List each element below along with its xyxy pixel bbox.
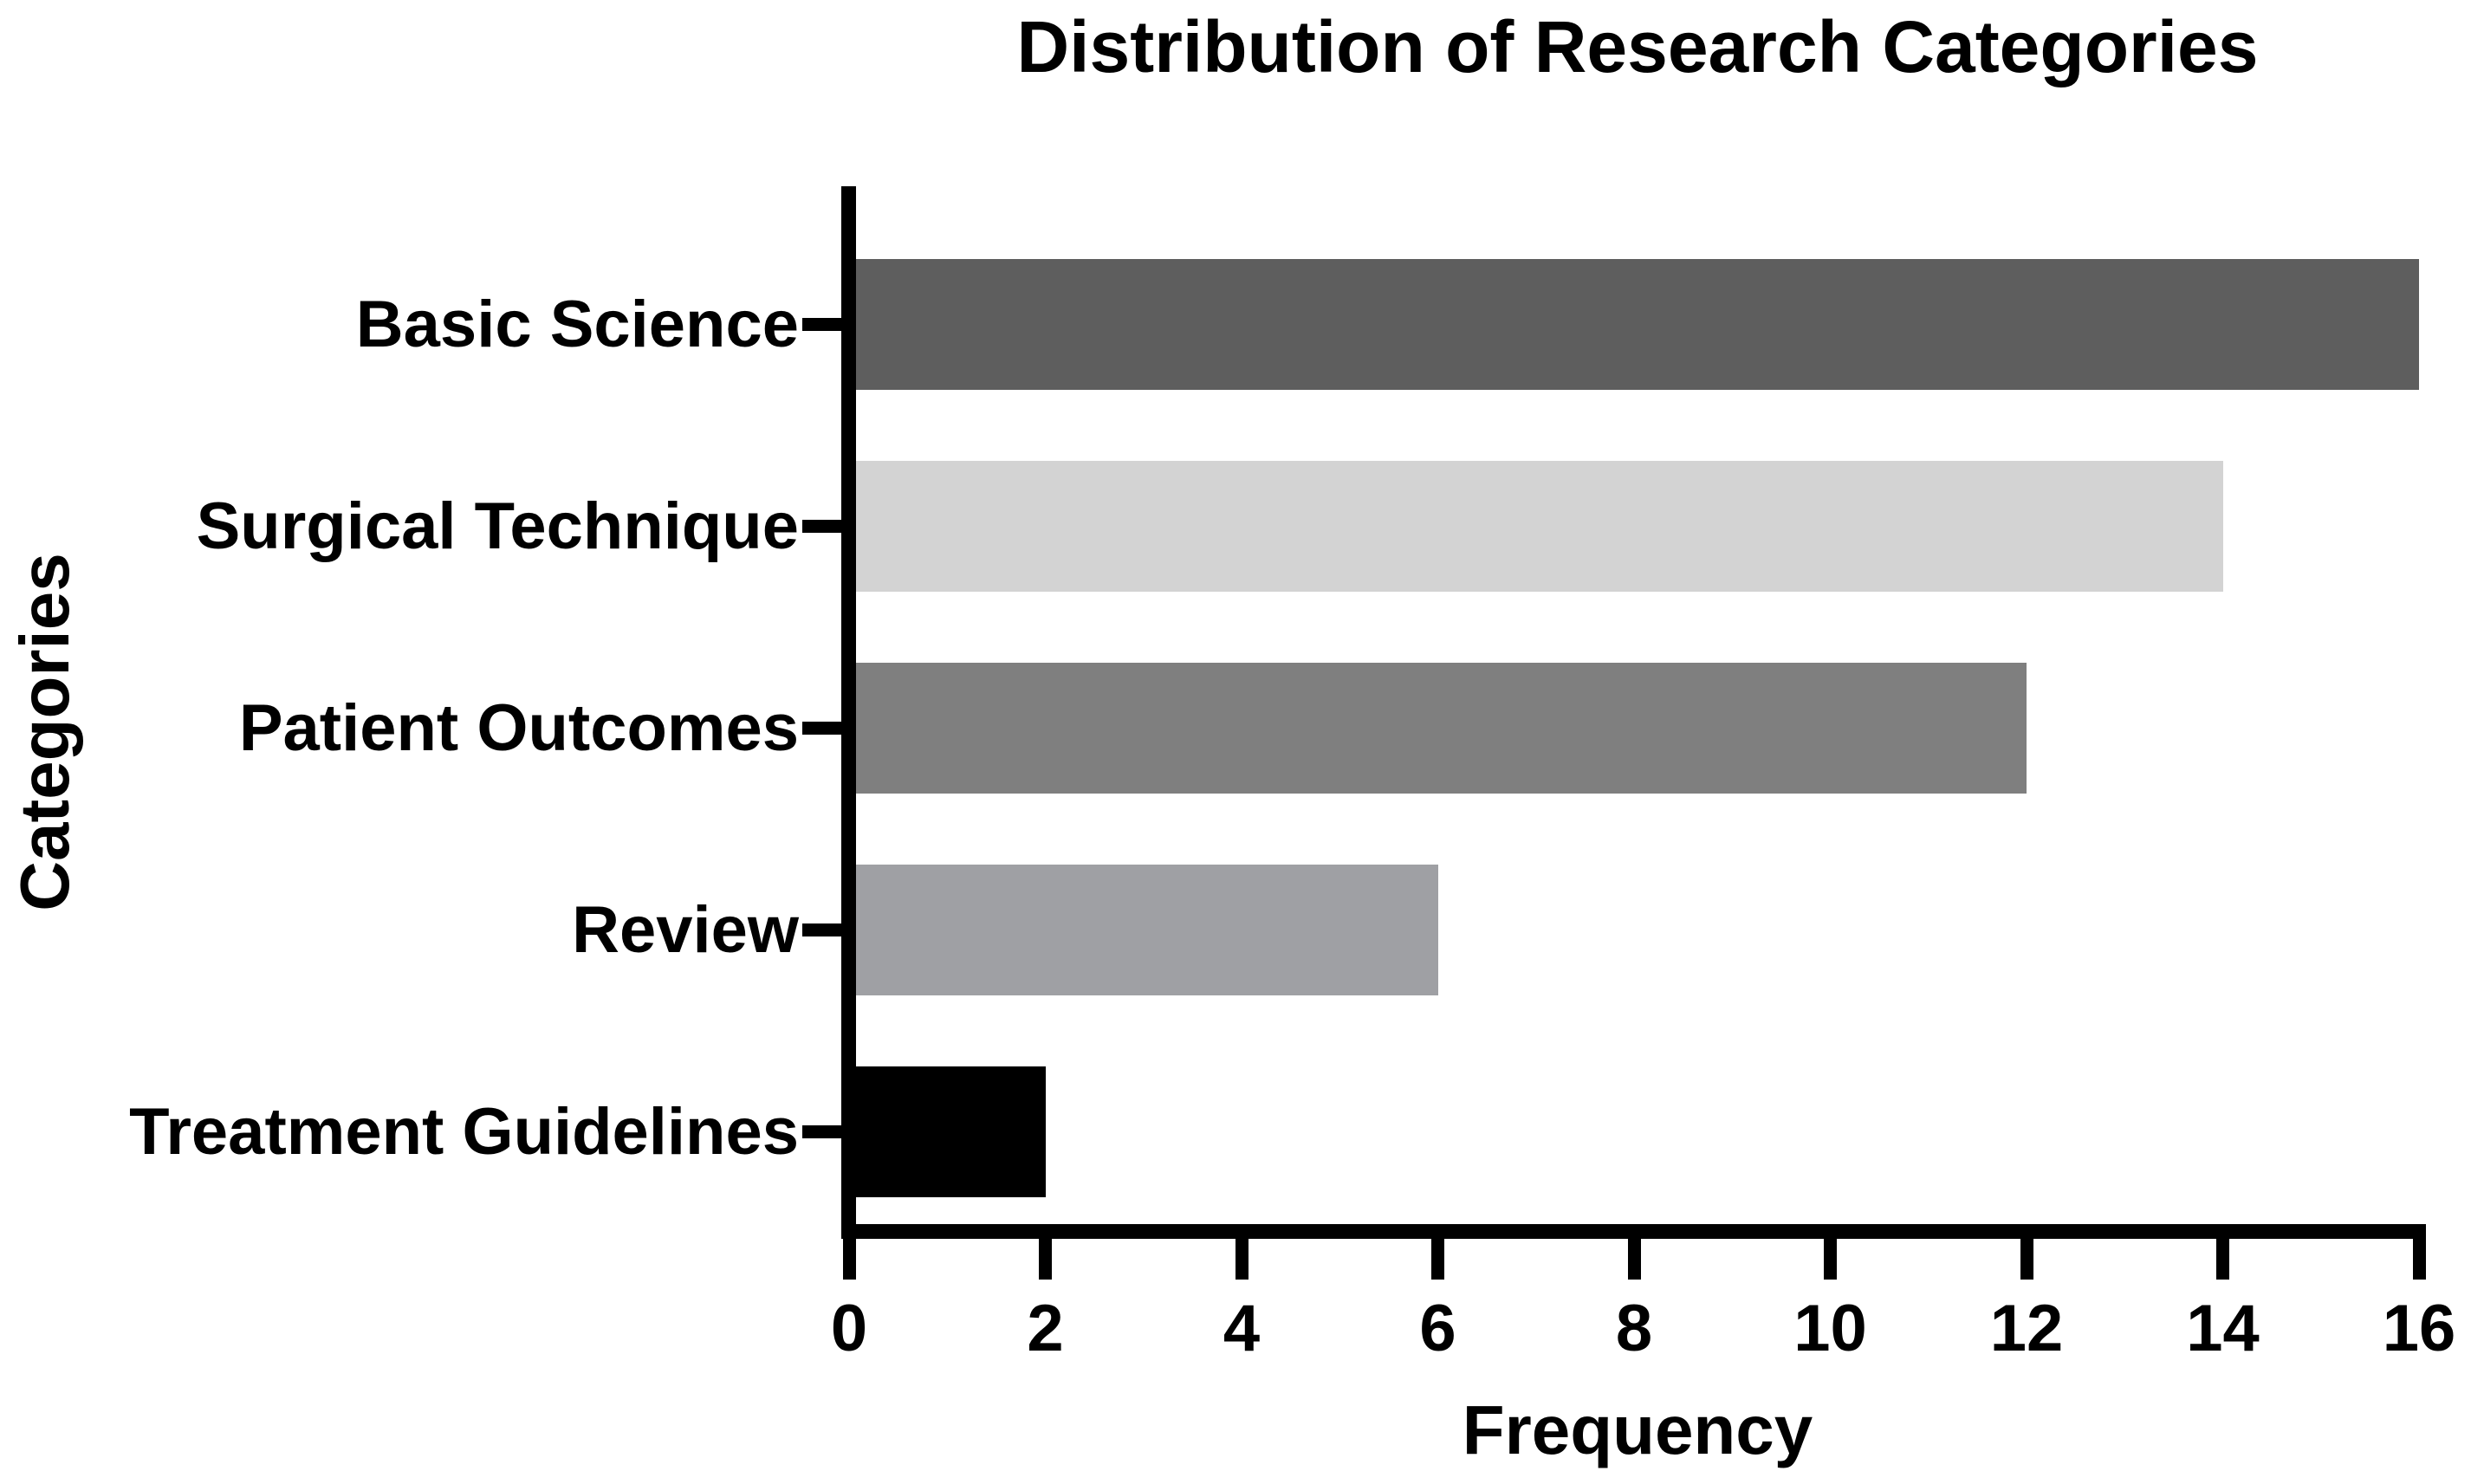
bar-surgical-technique (856, 461, 2223, 592)
x-tick-mark (1235, 1224, 1248, 1280)
x-axis-title: Frequency (1462, 1391, 1813, 1468)
x-tick-label: 16 (2382, 1292, 2456, 1365)
x-tick-label: 2 (1027, 1292, 1064, 1365)
y-tick-mark (802, 1125, 854, 1138)
x-tick-mark (842, 1224, 856, 1280)
x-tick-mark (1824, 1224, 1837, 1280)
x-tick-label: 0 (830, 1292, 868, 1365)
x-tick-label: 10 (1793, 1292, 1867, 1365)
x-tick-mark (2216, 1224, 2229, 1280)
bar-patient-outcomes (856, 663, 2027, 794)
x-tick-mark (2020, 1224, 2033, 1280)
bar-review (856, 865, 1438, 995)
bar-treatment-guidelines (856, 1066, 1046, 1197)
x-tick-mark (1431, 1224, 1444, 1280)
x-tick-mark (1039, 1224, 1052, 1280)
y-tick-mark (802, 318, 854, 331)
y-tick-mark (802, 520, 854, 533)
category-label-patient-outcomes: Patient Outcomes (238, 690, 799, 765)
x-tick-label: 4 (1223, 1292, 1261, 1365)
category-label-basic-science: Basic Science (355, 287, 799, 361)
x-tick-label: 12 (1989, 1292, 2064, 1365)
y-axis-line (841, 186, 856, 1239)
y-tick-mark (802, 722, 854, 735)
x-tick-label: 6 (1419, 1292, 1456, 1365)
chart-title: Distribution of Research Categories (1016, 6, 2259, 87)
bar-basic-science (856, 259, 2419, 390)
x-tick-label: 8 (1615, 1292, 1653, 1365)
x-tick-mark (2412, 1224, 2426, 1280)
x-tick-mark (1627, 1224, 1641, 1280)
category-label-review: Review (572, 892, 799, 967)
category-label-surgical-technique: Surgical Technique (196, 489, 799, 563)
category-label-treatment-guidelines: Treatment Guidelines (129, 1094, 799, 1169)
y-tick-mark (802, 923, 854, 936)
x-tick-label: 14 (2186, 1292, 2260, 1365)
